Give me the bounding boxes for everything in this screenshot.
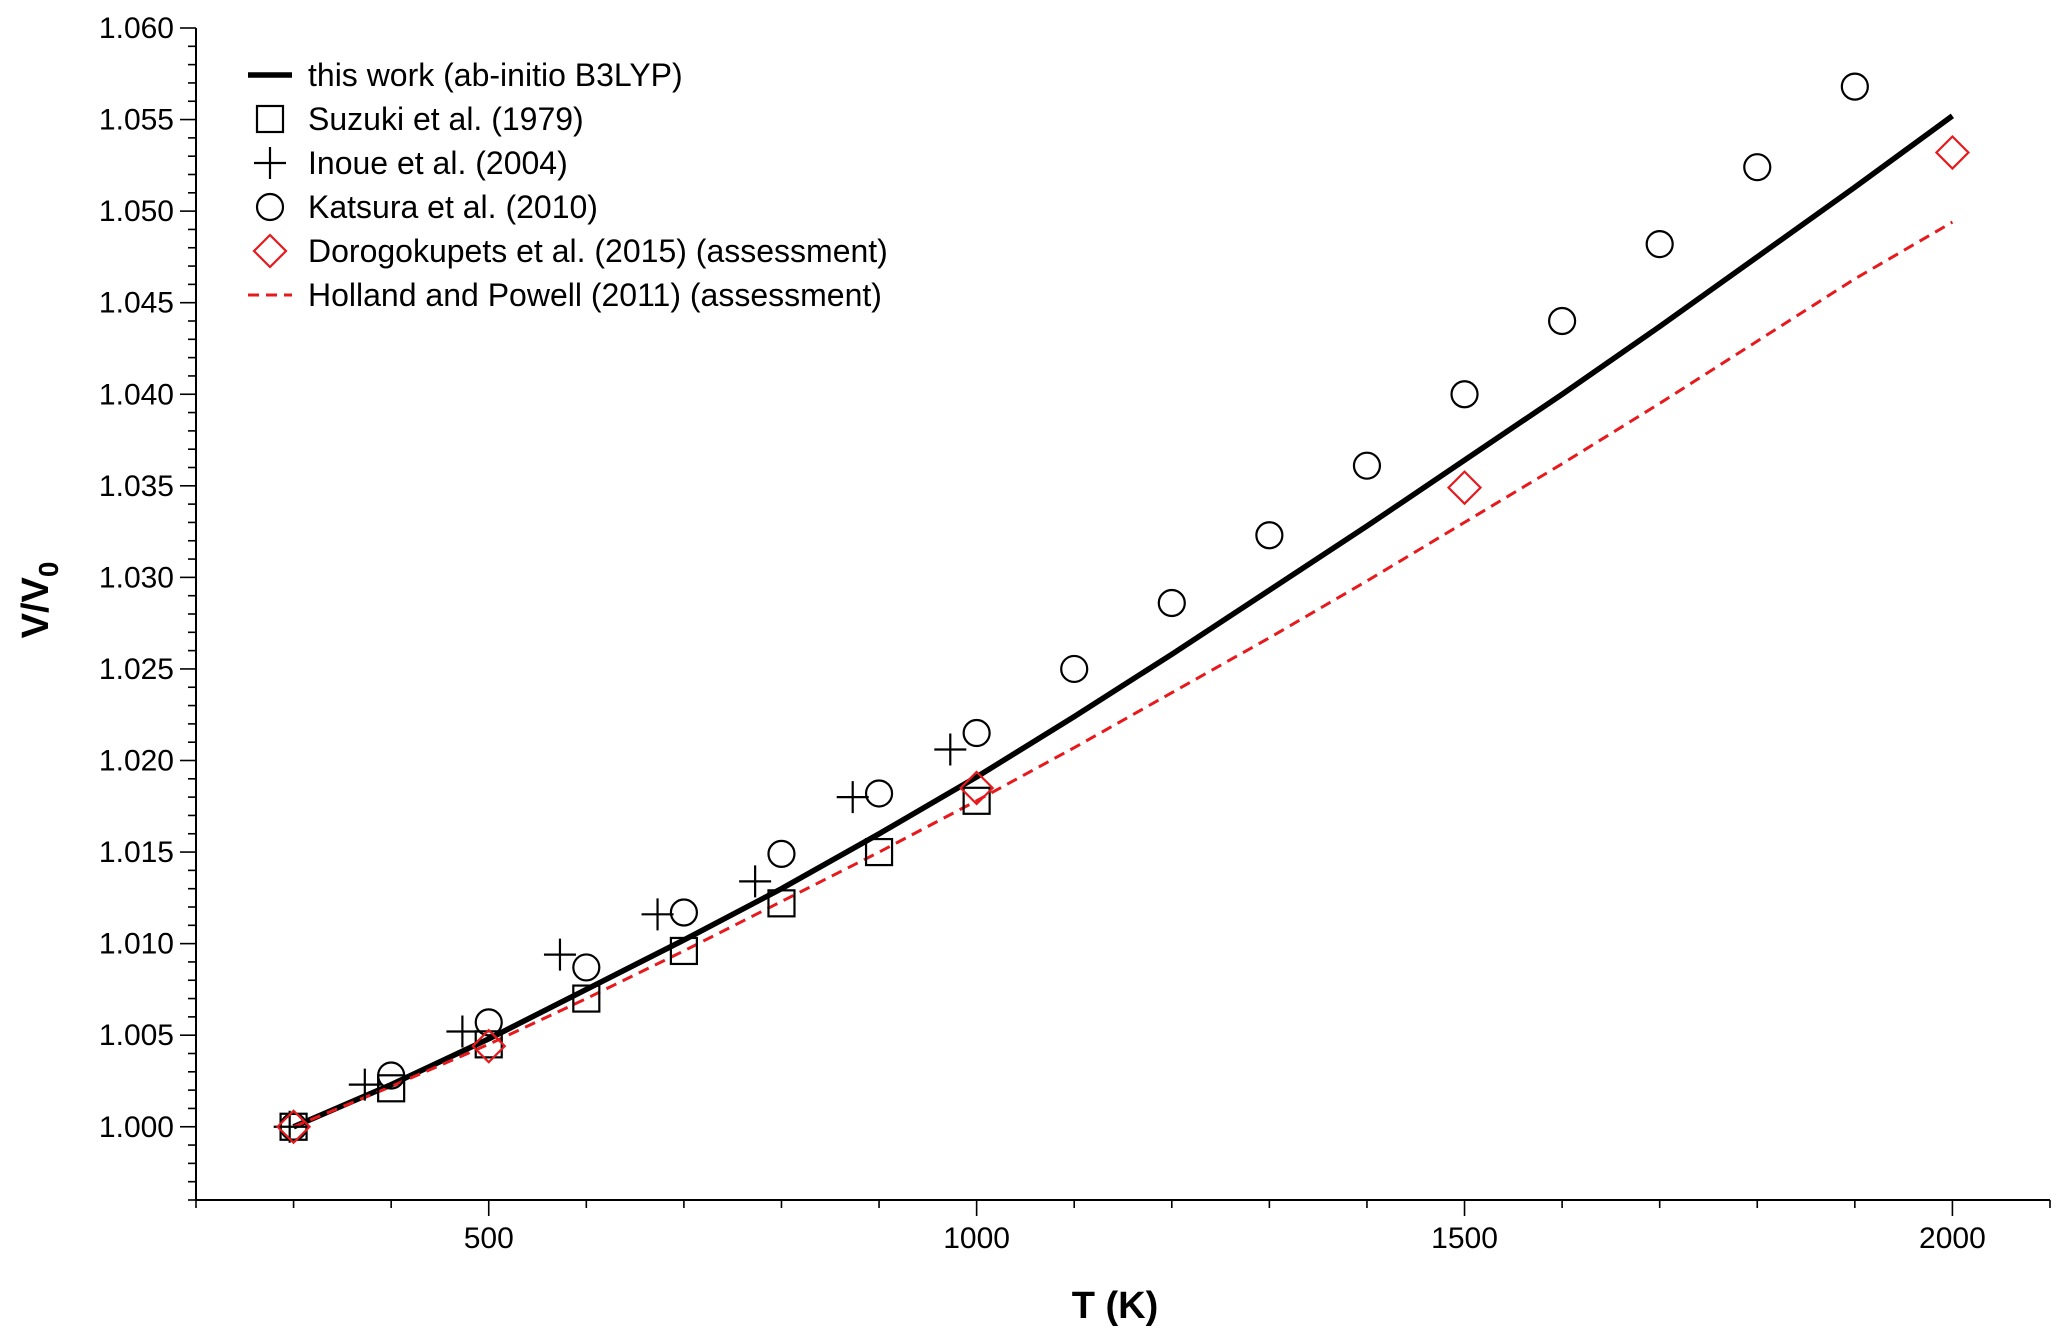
y-axis-title: V/V0	[15, 562, 64, 639]
plot-area	[273, 72, 1970, 1145]
y-tick-label: 1.020	[99, 745, 174, 778]
data-point	[1255, 521, 1284, 550]
data-point	[1840, 72, 1869, 101]
data-point	[1743, 153, 1772, 182]
data-point	[1645, 229, 1674, 259]
data-point	[1157, 588, 1186, 618]
x-tick-label: 500	[464, 1222, 514, 1255]
legend-item: Holland and Powell (2011) (assessment)	[248, 277, 882, 313]
y-tick-label: 1.055	[99, 104, 174, 137]
data-point	[572, 984, 601, 1013]
y-tick-label: 1.000	[99, 1111, 174, 1144]
data-point	[934, 733, 967, 766]
x-axis-title: T (K)	[1072, 1285, 1159, 1327]
data-point	[348, 1068, 381, 1101]
y-tick-label: 1.025	[99, 653, 174, 686]
data-point	[864, 779, 894, 808]
data-point	[962, 786, 991, 815]
y-axis-title-sub: 0	[33, 562, 64, 578]
legend-label: Inoue et al. (2004)	[308, 145, 568, 181]
y-tick-label: 1.015	[99, 836, 174, 869]
legend-label: this work (ab-initio B3LYP)	[308, 57, 683, 93]
x-tick-label: 2000	[1919, 1222, 1986, 1255]
data-point	[959, 770, 995, 806]
data-point	[1548, 306, 1577, 336]
data-point	[543, 938, 576, 971]
y-tick-label: 1.060	[99, 12, 174, 45]
data-point	[767, 839, 796, 868]
legend: this work (ab-initio B3LYP) Suzuki et al.…	[248, 57, 888, 313]
y-tick-label: 1.050	[99, 195, 174, 228]
y-tick-label: 1.005	[99, 1019, 174, 1052]
data-point	[739, 865, 772, 898]
data-point	[1060, 654, 1089, 684]
y-tick-label: 1.035	[99, 470, 174, 503]
data-point	[279, 1112, 308, 1141]
legend-label: Dorogokupets et al. (2015) (assessment)	[308, 233, 888, 269]
data-point	[767, 889, 796, 918]
data-point	[1352, 451, 1382, 480]
legend-marker-swatch	[252, 233, 288, 269]
data-point	[1446, 470, 1483, 506]
y-tick-label: 1.045	[99, 287, 174, 320]
data-point	[377, 1061, 406, 1090]
data-point	[669, 936, 698, 966]
data-point	[962, 718, 991, 748]
legend-label: Katsura et al. (2010)	[308, 189, 598, 225]
series-dorogokupets-et-al-2015-assessment	[276, 134, 1970, 1145]
legend-item: Inoue et al. (2004)	[254, 145, 568, 181]
data-point	[641, 898, 674, 931]
legend-item: Katsura et al. (2010)	[255, 189, 598, 225]
y-axis-title-main: V/V	[15, 577, 57, 639]
legend-item: this work (ab-initio B3LYP)	[248, 57, 683, 93]
data-point	[1450, 380, 1479, 409]
series-holland-and-powell-2011-assessment	[293, 220, 1954, 1129]
x-tick-label: 1500	[1431, 1222, 1498, 1255]
data-point	[276, 1109, 312, 1145]
y-tick-label: 1.010	[99, 928, 174, 961]
y-tick-label: 1.030	[99, 561, 174, 594]
legend-marker-swatch	[255, 104, 285, 134]
data-point	[471, 1028, 507, 1064]
data-point	[572, 953, 601, 982]
legend-marker-swatch	[254, 147, 286, 179]
data-point	[864, 837, 894, 867]
data-point	[377, 1074, 406, 1103]
y-tick-label: 1.040	[99, 378, 174, 411]
data-point	[836, 781, 869, 814]
series-inoue-et-al-2004	[273, 733, 967, 1143]
data-point	[446, 1015, 479, 1048]
data-point	[474, 1008, 503, 1037]
axes: 1.000 1.005 1.010 1.015 1.020 1.025 1.030 1.035…	[99, 12, 2051, 1255]
data-point	[1934, 134, 1970, 171]
series-katsura-et-al-2010	[279, 72, 1869, 1141]
data-point	[669, 898, 698, 927]
series-line	[292, 113, 1955, 1130]
legend-label: Suzuki et al. (1979)	[308, 101, 584, 137]
series-line	[293, 220, 1954, 1129]
legend-marker-swatch	[255, 192, 285, 222]
legend-item: Dorogokupets et al. (2015) (assessment)	[252, 233, 888, 269]
x-tick-label: 1000	[943, 1222, 1010, 1255]
legend-label: Holland and Powell (2011) (assessment)	[308, 277, 882, 313]
series-this-work-ab-initio-b3lyp	[292, 113, 1955, 1130]
legend-item: Suzuki et al. (1979)	[255, 101, 584, 137]
